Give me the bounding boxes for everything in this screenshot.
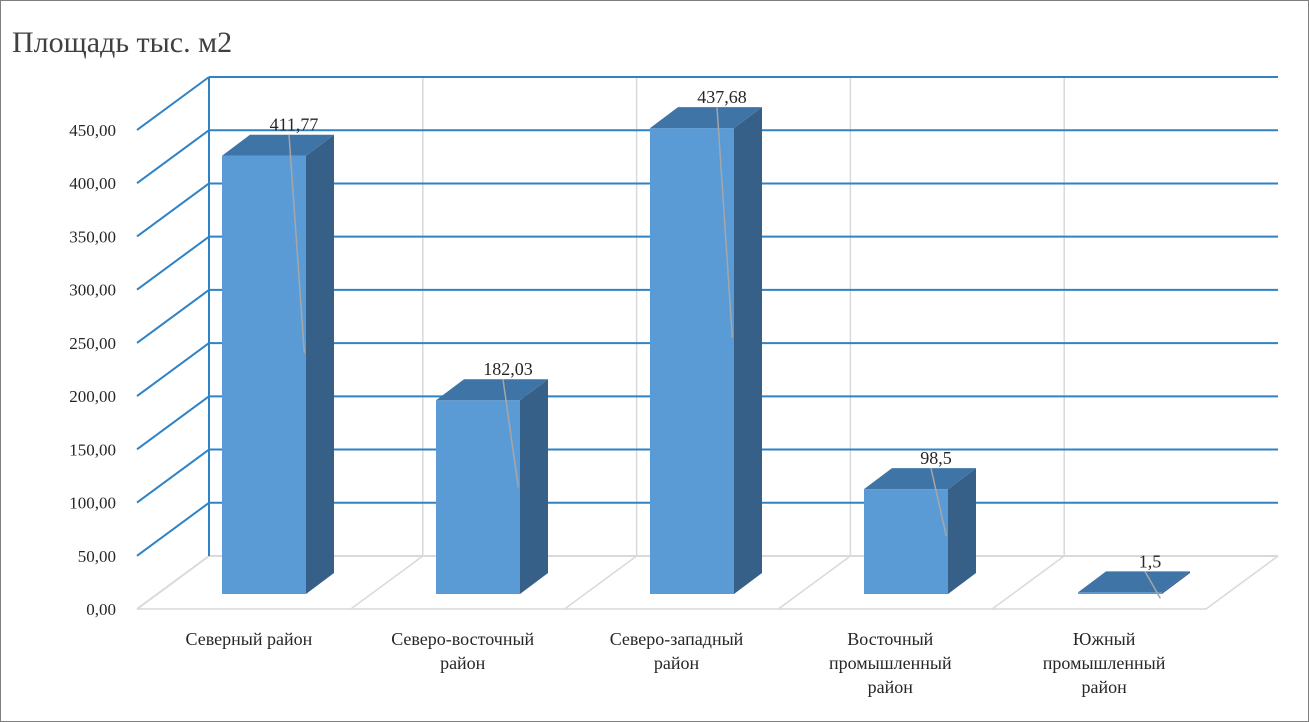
- category-label: район: [868, 677, 914, 697]
- category-label: промышленный: [829, 653, 952, 673]
- leader-line: [716, 107, 734, 338]
- y-tick-label: 150,00: [69, 440, 116, 459]
- bar-side: [306, 134, 334, 594]
- floor-divider-line: [1205, 555, 1279, 610]
- category-label: район: [1081, 677, 1127, 697]
- bar: [436, 379, 548, 594]
- bar-top: [864, 468, 976, 490]
- floor-divider-line: [991, 555, 1065, 610]
- bar-front: [650, 128, 734, 594]
- data-label: 437,68: [697, 87, 747, 107]
- chart-title: Площадь тыс. м2: [12, 26, 232, 59]
- bar-top: [650, 107, 762, 129]
- side-wall-gridline: [136, 76, 210, 131]
- category-label: Восточный: [847, 629, 933, 649]
- side-wall-gridline: [136, 555, 210, 610]
- category-labels: Северный район Северо-восточный район Север…: [186, 629, 1166, 697]
- y-tick-label: 300,00: [69, 281, 116, 300]
- bar: [650, 107, 762, 594]
- bar: [864, 468, 976, 594]
- floor-divider-line: [564, 555, 638, 610]
- bar-front: [222, 155, 306, 594]
- bar-side: [520, 379, 548, 594]
- side-wall-gridline: [136, 182, 210, 238]
- bar-side: [1162, 571, 1190, 594]
- y-tick-label: 400,00: [69, 174, 116, 193]
- side-wall-gridline: [136, 342, 210, 397]
- bar-front: [436, 400, 520, 594]
- bars-layer: [222, 107, 1190, 594]
- y-tick-label: 0,00: [86, 600, 116, 619]
- category-label: район: [440, 653, 486, 673]
- leader-line: [1144, 571, 1161, 599]
- bar-side: [948, 468, 976, 594]
- bar-side: [734, 107, 762, 594]
- y-tick-label: 100,00: [69, 494, 116, 513]
- leader-line: [288, 134, 306, 353]
- category-label: Южный: [1073, 629, 1136, 649]
- side-wall-gridline: [136, 501, 210, 557]
- bar-front: [864, 489, 948, 594]
- category-label: Северо-восточный: [391, 629, 534, 649]
- y-tick-label: 250,00: [69, 334, 116, 353]
- data-label: 182,03: [483, 359, 533, 379]
- leader-line: [502, 379, 520, 488]
- bar-front: [1078, 592, 1162, 594]
- category-label: Северо-западный: [610, 629, 744, 649]
- y-tick-label: 450,00: [69, 121, 116, 140]
- bar: [222, 134, 334, 594]
- side-wall-gridline: [136, 448, 210, 504]
- y-tick-label: 350,00: [69, 227, 116, 246]
- y-axis-ticks: 0,00 50,00 100,00 150,00 200,00 250,00 300,00 3…: [69, 121, 116, 619]
- category-label: район: [654, 653, 700, 673]
- leader-line: [930, 467, 948, 537]
- data-labels: 411,77 182,03 437,68 98,5 1,5: [270, 87, 1162, 599]
- category-label: Северный район: [186, 629, 313, 649]
- category-label: промышленный: [1043, 653, 1166, 673]
- bar: [1078, 571, 1190, 594]
- bar-top: [1078, 571, 1190, 593]
- bar-top: [222, 134, 334, 156]
- side-wall-gridline: [136, 235, 210, 291]
- data-label: 411,77: [270, 115, 319, 135]
- data-label: 1,5: [1139, 551, 1162, 571]
- side-wall-gridline: [136, 289, 210, 344]
- bar-top: [436, 379, 548, 401]
- side-wall-gridline: [136, 395, 210, 451]
- data-label: 98,5: [920, 448, 952, 468]
- y-tick-label: 200,00: [69, 387, 116, 406]
- floor-divider-line: [350, 555, 424, 610]
- floor-divider-line: [777, 555, 851, 610]
- y-tick-label: 50,00: [78, 547, 116, 566]
- side-wall-gridline: [136, 129, 210, 185]
